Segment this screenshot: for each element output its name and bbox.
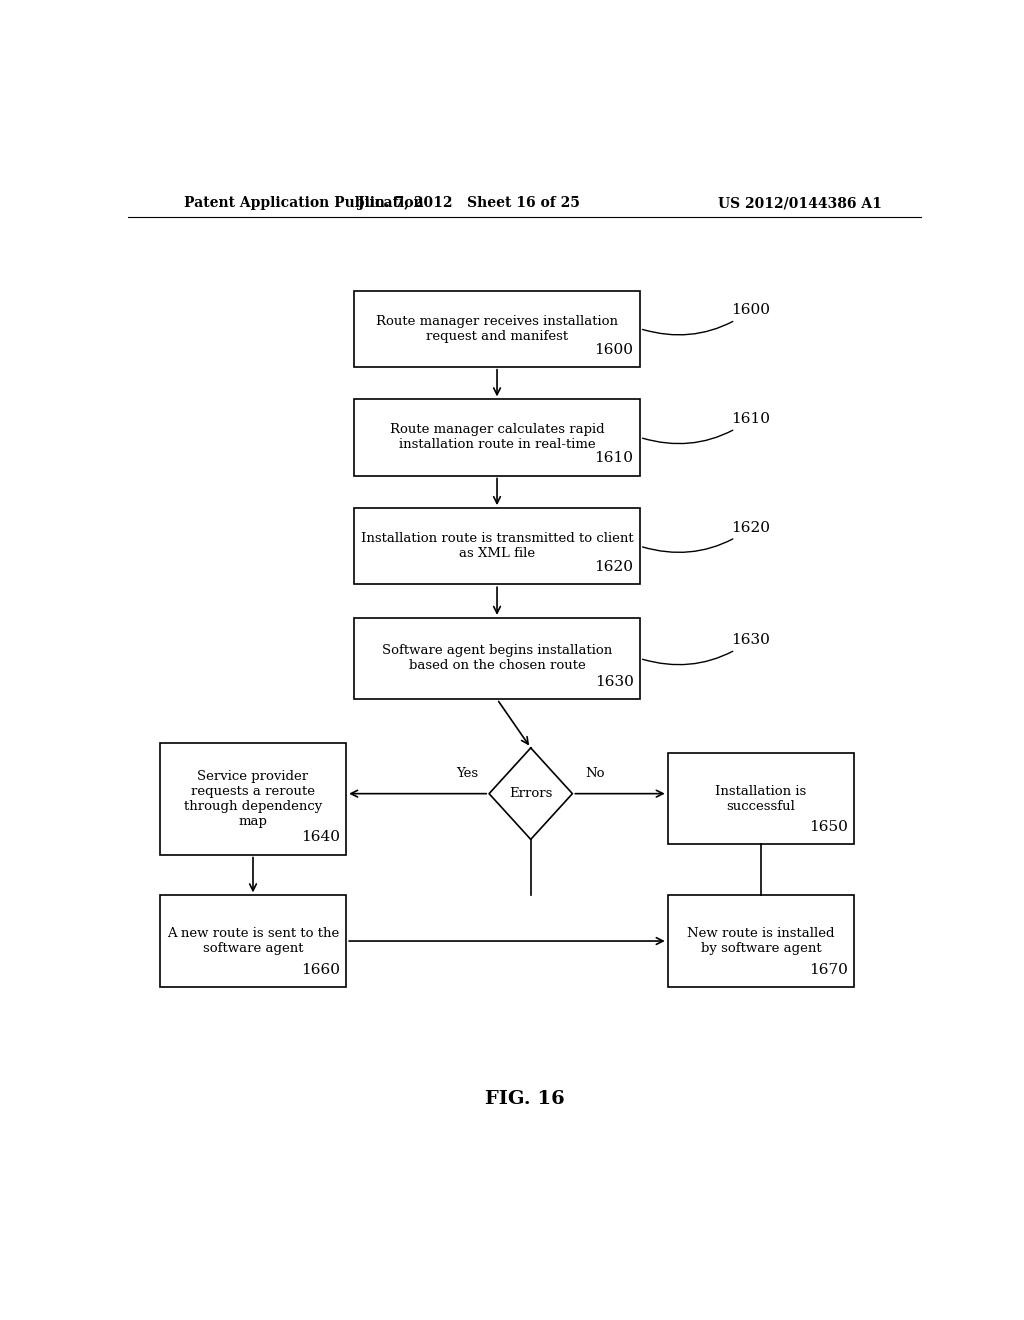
Text: Service provider
requests a reroute
through dependency
map: Service provider requests a reroute thro… <box>184 770 323 828</box>
Text: Installation route is transmitted to client
as XML file: Installation route is transmitted to cli… <box>360 532 633 560</box>
Text: 1610: 1610 <box>642 412 770 444</box>
Text: Route manager receives installation
request and manifest: Route manager receives installation requ… <box>376 314 618 343</box>
Bar <box>354 508 640 585</box>
Text: Patent Application Publication: Patent Application Publication <box>183 197 423 210</box>
Text: 1620: 1620 <box>595 560 634 574</box>
Text: Jun. 7, 2012   Sheet 16 of 25: Jun. 7, 2012 Sheet 16 of 25 <box>358 197 581 210</box>
Text: 1630: 1630 <box>642 634 770 665</box>
Text: No: No <box>585 767 604 780</box>
Text: A new route is sent to the
software agent: A new route is sent to the software agen… <box>167 927 339 956</box>
Text: 1630: 1630 <box>595 675 634 689</box>
Text: 1620: 1620 <box>642 521 770 552</box>
Text: Route manager calculates rapid
installation route in real-time: Route manager calculates rapid installat… <box>390 424 604 451</box>
Text: FIG. 16: FIG. 16 <box>485 1089 564 1107</box>
Text: Errors: Errors <box>509 787 552 800</box>
Bar <box>354 290 640 367</box>
Text: Yes: Yes <box>456 767 478 780</box>
Bar <box>668 752 854 845</box>
Text: Software agent begins installation
based on the chosen route: Software agent begins installation based… <box>382 644 612 672</box>
Text: Installation is
successful: Installation is successful <box>716 784 807 813</box>
Text: 1650: 1650 <box>809 820 848 834</box>
Bar <box>354 399 640 475</box>
Bar <box>668 895 854 987</box>
Bar <box>160 895 346 987</box>
Text: US 2012/0144386 A1: US 2012/0144386 A1 <box>718 197 882 210</box>
Text: 1610: 1610 <box>595 451 634 466</box>
Text: 1670: 1670 <box>809 962 848 977</box>
Polygon shape <box>489 748 572 840</box>
Text: New route is installed
by software agent: New route is installed by software agent <box>687 927 835 956</box>
Bar <box>160 743 346 854</box>
Text: 1600: 1600 <box>642 304 770 335</box>
Text: 1600: 1600 <box>595 343 634 356</box>
Text: 1640: 1640 <box>301 830 340 845</box>
Bar <box>354 618 640 700</box>
Text: 1660: 1660 <box>301 962 340 977</box>
